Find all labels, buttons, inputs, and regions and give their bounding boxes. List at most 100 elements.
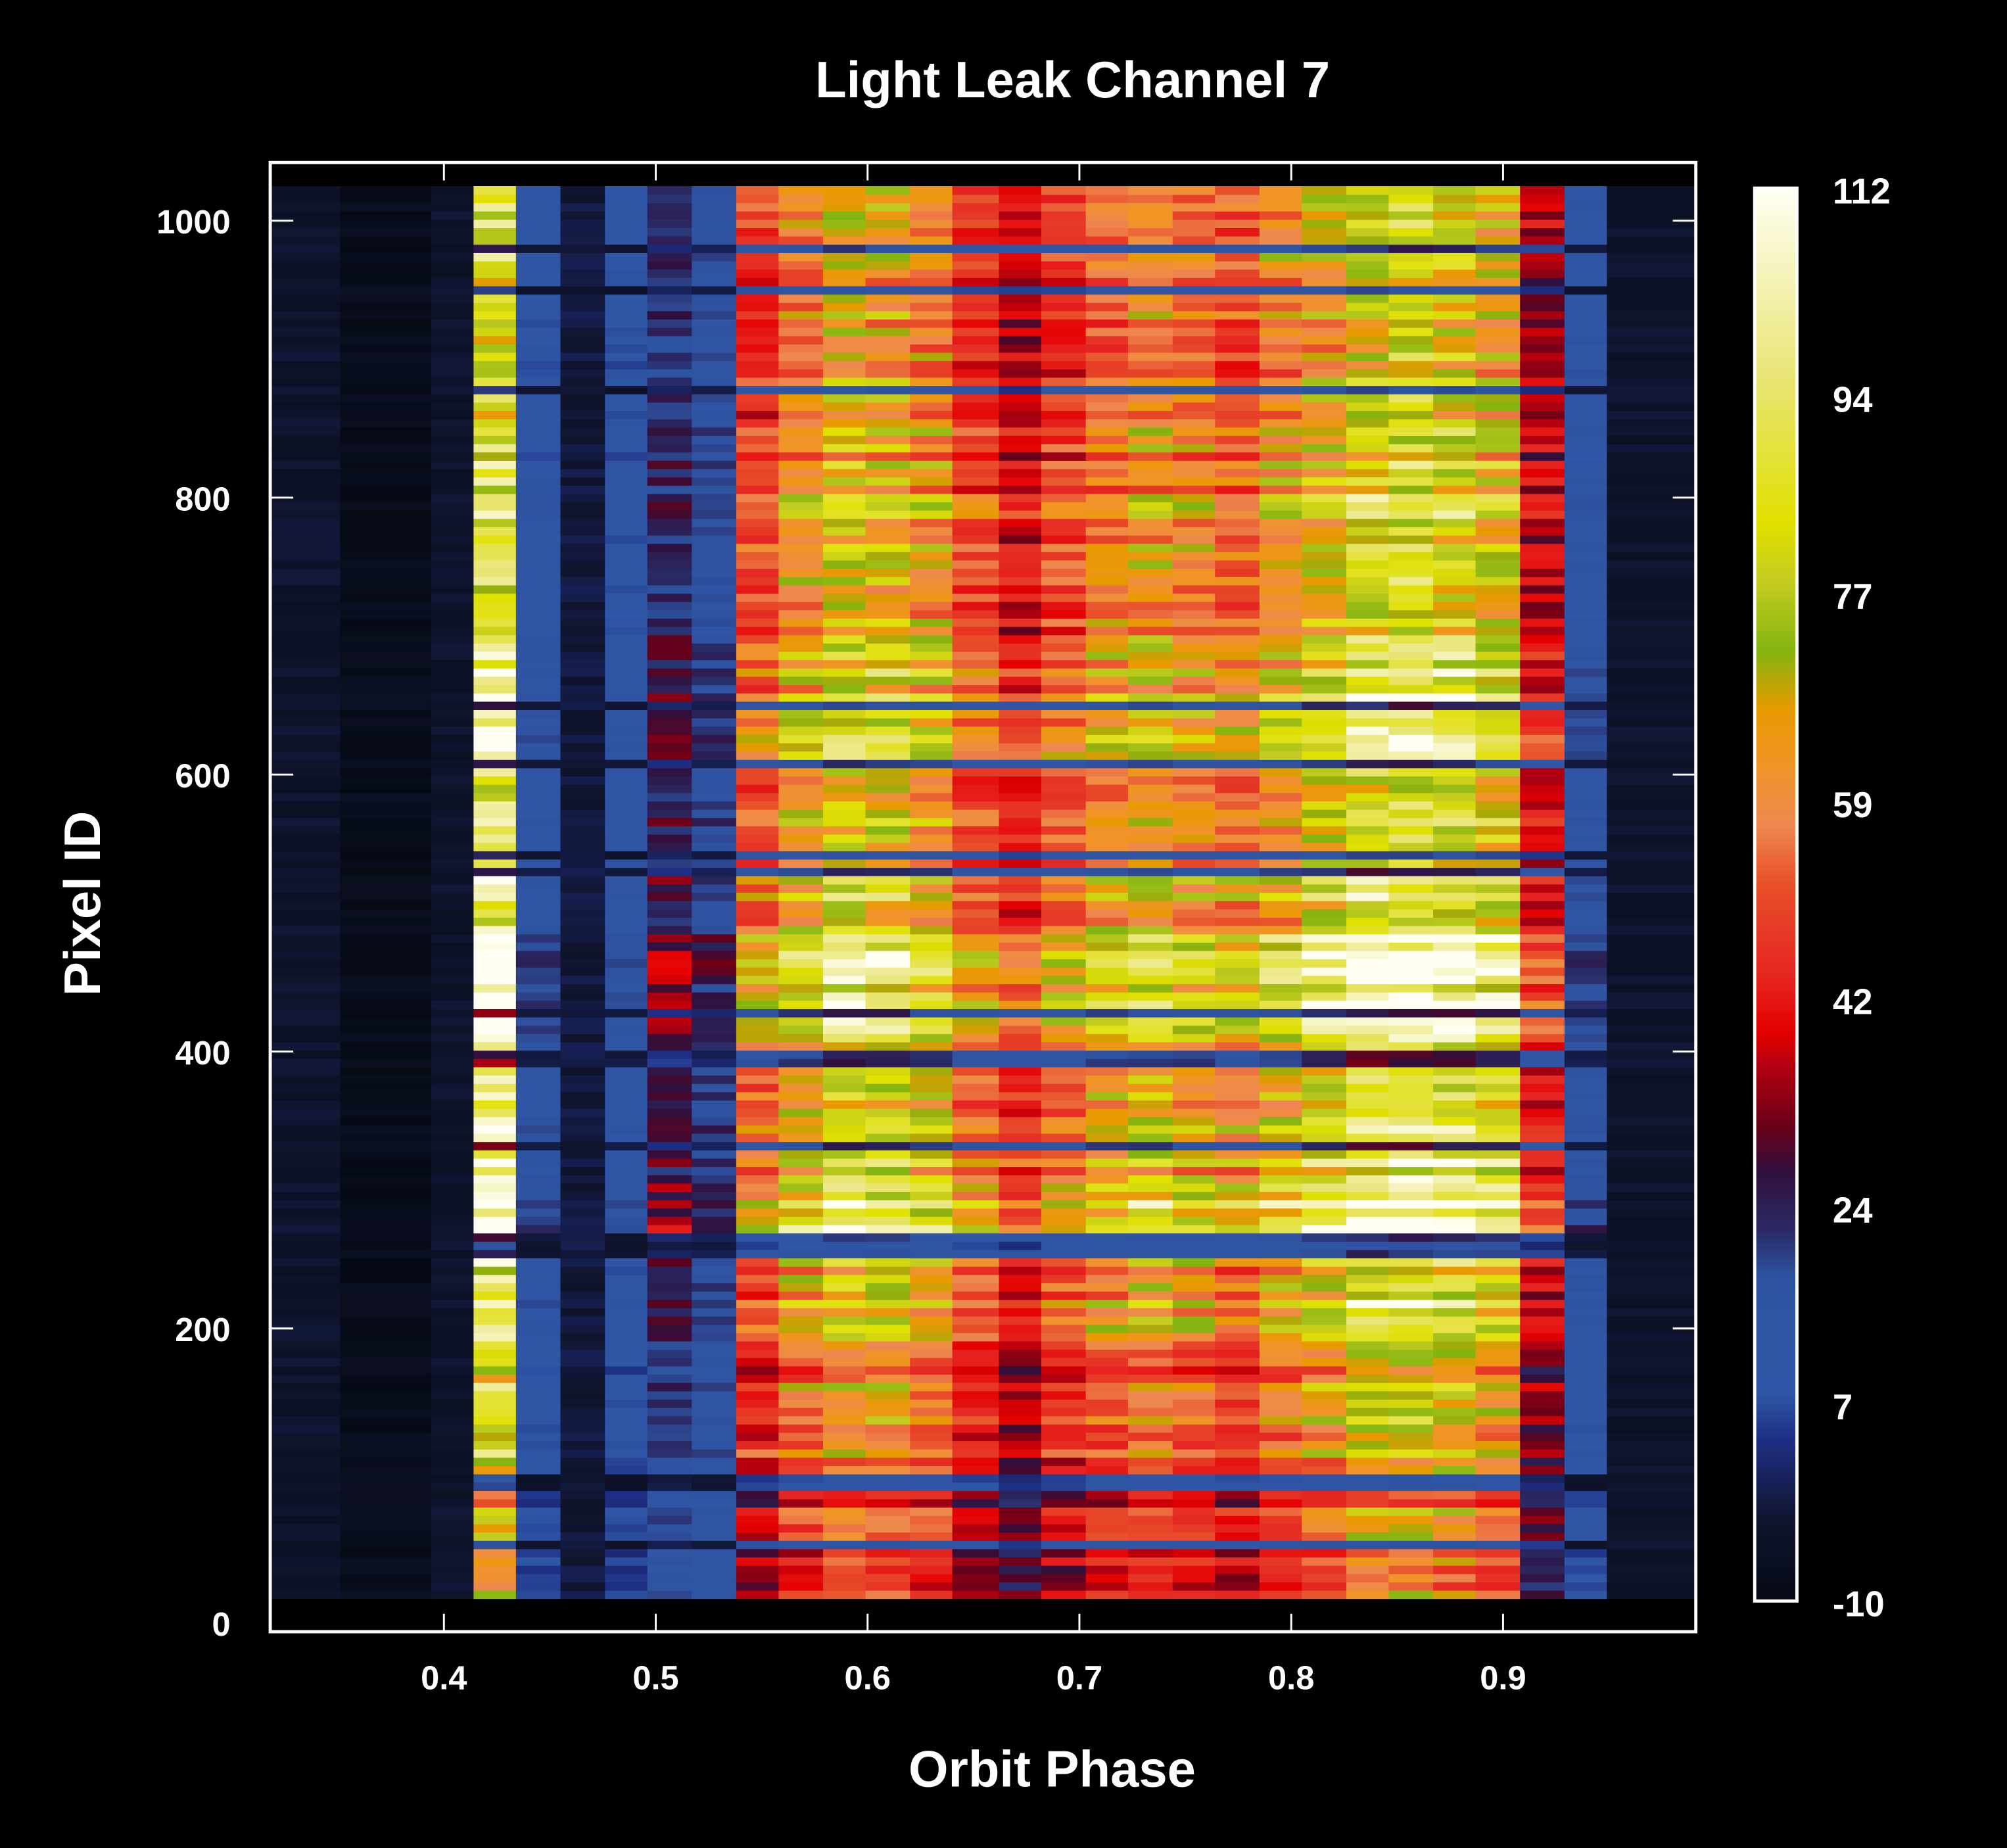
heatmap-cell [1520, 1540, 1565, 1550]
heatmap-cell [1388, 966, 1434, 976]
heatmap-cell [270, 1473, 341, 1483]
heatmap-cell [1607, 1548, 1696, 1558]
heatmap-cell [999, 1424, 1042, 1433]
heatmap-cell [270, 834, 341, 843]
heatmap-cell [1172, 1091, 1216, 1101]
heatmap-cell [999, 1440, 1042, 1450]
heatmap-cell [515, 593, 561, 602]
heatmap-cell [340, 634, 432, 644]
heatmap-cell [778, 502, 824, 511]
heatmap-cell [910, 826, 953, 835]
heatmap-cell [1172, 1440, 1216, 1450]
heatmap-cell [1085, 427, 1129, 436]
heatmap-cell [778, 1158, 824, 1168]
heatmap-cell [1302, 1407, 1347, 1417]
heatmap-cell [340, 609, 432, 619]
heatmap-cell [778, 1249, 824, 1259]
heatmap-cell [1564, 792, 1608, 802]
heatmap-cell [999, 601, 1042, 611]
heatmap-cell [1433, 1482, 1476, 1491]
heatmap-cell [778, 1399, 824, 1408]
heatmap-cell [823, 1050, 866, 1059]
heatmap-cell [1433, 643, 1476, 652]
heatmap-cell [1302, 1249, 1347, 1259]
heatmap-cell [473, 1058, 517, 1068]
heatmap-cell [1520, 1573, 1565, 1582]
heatmap-cell [605, 1266, 648, 1275]
heatmap-cell [952, 1490, 1000, 1500]
heatmap-cell [605, 1100, 648, 1109]
heatmap-cell [736, 1258, 780, 1267]
heatmap-cell [1388, 577, 1434, 586]
heatmap-cell [270, 1249, 341, 1259]
heatmap-cell [1259, 468, 1303, 478]
heatmap-cell [865, 418, 911, 428]
heatmap-cell [999, 726, 1042, 735]
heatmap-cell [910, 443, 953, 453]
heatmap-cell [1388, 1557, 1434, 1566]
heatmap-cell [1128, 1308, 1173, 1317]
heatmap-cell [778, 1199, 824, 1209]
heatmap-cell [1346, 942, 1390, 951]
heatmap-cell [1564, 618, 1608, 627]
heatmap-cell [692, 1258, 737, 1267]
heatmap-cell [1215, 1324, 1260, 1333]
heatmap-cell [515, 294, 561, 303]
heatmap-cell [999, 485, 1042, 494]
heatmap-cell [1215, 709, 1260, 719]
heatmap-cell [1128, 1448, 1173, 1458]
heatmap-cell [736, 1166, 780, 1175]
heatmap-cell [865, 1224, 911, 1234]
heatmap-cell [1433, 875, 1476, 885]
heatmap-cell [1215, 252, 1260, 262]
heatmap-cell [1259, 801, 1303, 810]
heatmap-cell [515, 842, 561, 851]
heatmap-cell [999, 493, 1042, 503]
heatmap-cell [1128, 1457, 1173, 1467]
heatmap-cell [1520, 518, 1565, 527]
heatmap-cell [1041, 1340, 1087, 1350]
heatmap-cell [1433, 1590, 1476, 1599]
heatmap-cell [1085, 601, 1129, 611]
heatmap-cell [1172, 1299, 1216, 1308]
heatmap-cell [1128, 1000, 1173, 1009]
heatmap-cell [1041, 1183, 1087, 1192]
heatmap-cell [1085, 942, 1129, 951]
heatmap-cell [515, 875, 561, 885]
heatmap-cell [1564, 385, 1608, 394]
heatmap-cell [431, 942, 475, 951]
heatmap-cell [910, 801, 953, 810]
heatmap-cell [952, 1299, 1000, 1308]
heatmap-cell [605, 418, 648, 428]
heatmap-cell [823, 851, 866, 860]
heatmap-cell [1085, 1274, 1129, 1284]
heatmap-cell [270, 809, 341, 818]
heatmap-cell [473, 443, 517, 453]
heatmap-cell [1215, 817, 1260, 826]
heatmap-cell [865, 577, 911, 586]
heatmap-cell [473, 826, 517, 835]
heatmap-cell [1475, 709, 1521, 719]
heatmap-cell [1085, 1208, 1129, 1217]
heatmap-cell [823, 934, 866, 943]
heatmap-cell [823, 260, 866, 270]
heatmap-cell [952, 792, 1000, 802]
heatmap-cell [999, 1507, 1042, 1516]
heatmap-cell [560, 983, 606, 993]
heatmap-cell [910, 502, 953, 511]
heatmap-cell [1346, 385, 1390, 394]
heatmap-cell [1388, 1315, 1434, 1325]
heatmap-cell [1041, 842, 1087, 851]
heatmap-cell [1607, 584, 1696, 594]
heatmap-cell [1607, 1224, 1696, 1234]
heatmap-cell [1520, 1432, 1565, 1442]
heatmap-cell [865, 809, 911, 818]
heatmap-cell [1475, 1365, 1521, 1375]
heatmap-cell [1172, 1199, 1216, 1209]
heatmap-cell [692, 1174, 737, 1184]
heatmap-cell [1388, 676, 1434, 686]
heatmap-cell [952, 1382, 1000, 1392]
heatmap-cell [605, 1091, 648, 1101]
heatmap-cell [823, 1066, 866, 1076]
heatmap-cell [778, 1141, 824, 1150]
